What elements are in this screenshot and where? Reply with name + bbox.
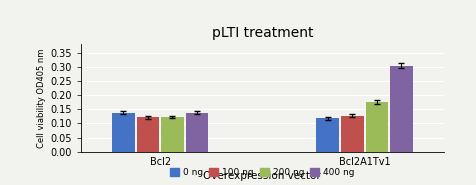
Bar xyxy=(340,116,363,152)
Title: pLTI treatment: pLTI treatment xyxy=(211,26,312,41)
Bar xyxy=(389,65,412,152)
Y-axis label: Cell viability OD405 nm: Cell viability OD405 nm xyxy=(37,48,46,148)
Bar xyxy=(112,113,134,152)
Bar xyxy=(185,113,208,152)
Bar xyxy=(136,117,159,152)
Bar xyxy=(365,102,387,152)
Bar xyxy=(161,117,183,152)
Bar xyxy=(316,118,338,152)
Legend: 0 ng, 100 ng, 200 ng, 400 ng: 0 ng, 100 ng, 200 ng, 400 ng xyxy=(166,164,357,181)
X-axis label: Overexpression vector: Overexpression vector xyxy=(203,171,320,181)
